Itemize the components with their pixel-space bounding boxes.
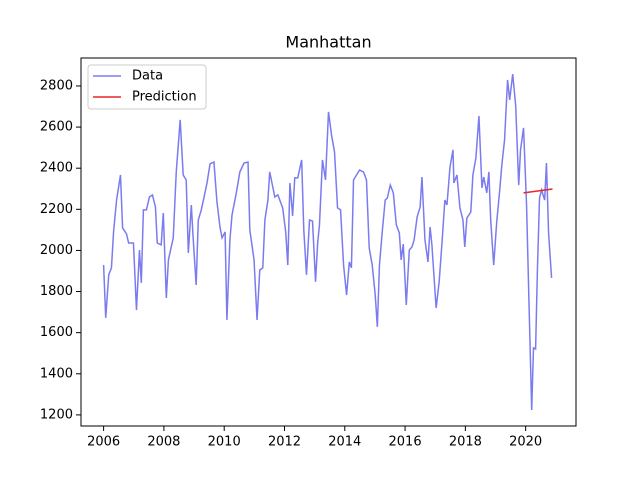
legend-label: Prediction <box>132 90 197 105</box>
y-tick-label: 2000 <box>40 243 73 258</box>
x-tick-label: 2006 <box>87 435 120 450</box>
legend-label: Data <box>132 69 163 84</box>
y-tick-label: 2200 <box>40 202 73 217</box>
y-tick-label: 1800 <box>40 284 73 299</box>
x-tick-label: 2018 <box>449 435 482 450</box>
y-tick-label: 2600 <box>40 120 73 135</box>
x-tick-label: 2008 <box>147 435 180 450</box>
plot-frame <box>80 57 577 427</box>
data-line <box>523 188 553 194</box>
y-tick-label: 1200 <box>40 407 73 422</box>
data-line <box>102 73 553 410</box>
x-tick-label: 2014 <box>328 435 361 450</box>
x-tick-label: 2016 <box>389 435 422 450</box>
y-tick-label: 1600 <box>40 325 73 340</box>
chart-title: Manhattan <box>285 33 371 52</box>
y-tick-label: 1400 <box>40 366 73 381</box>
y-tick-label: 2400 <box>40 161 73 176</box>
y-tick-label: 2800 <box>40 78 73 93</box>
x-tick-label: 2020 <box>509 435 542 450</box>
x-tick-label: 2012 <box>268 435 301 450</box>
x-tick-label: 2010 <box>208 435 241 450</box>
